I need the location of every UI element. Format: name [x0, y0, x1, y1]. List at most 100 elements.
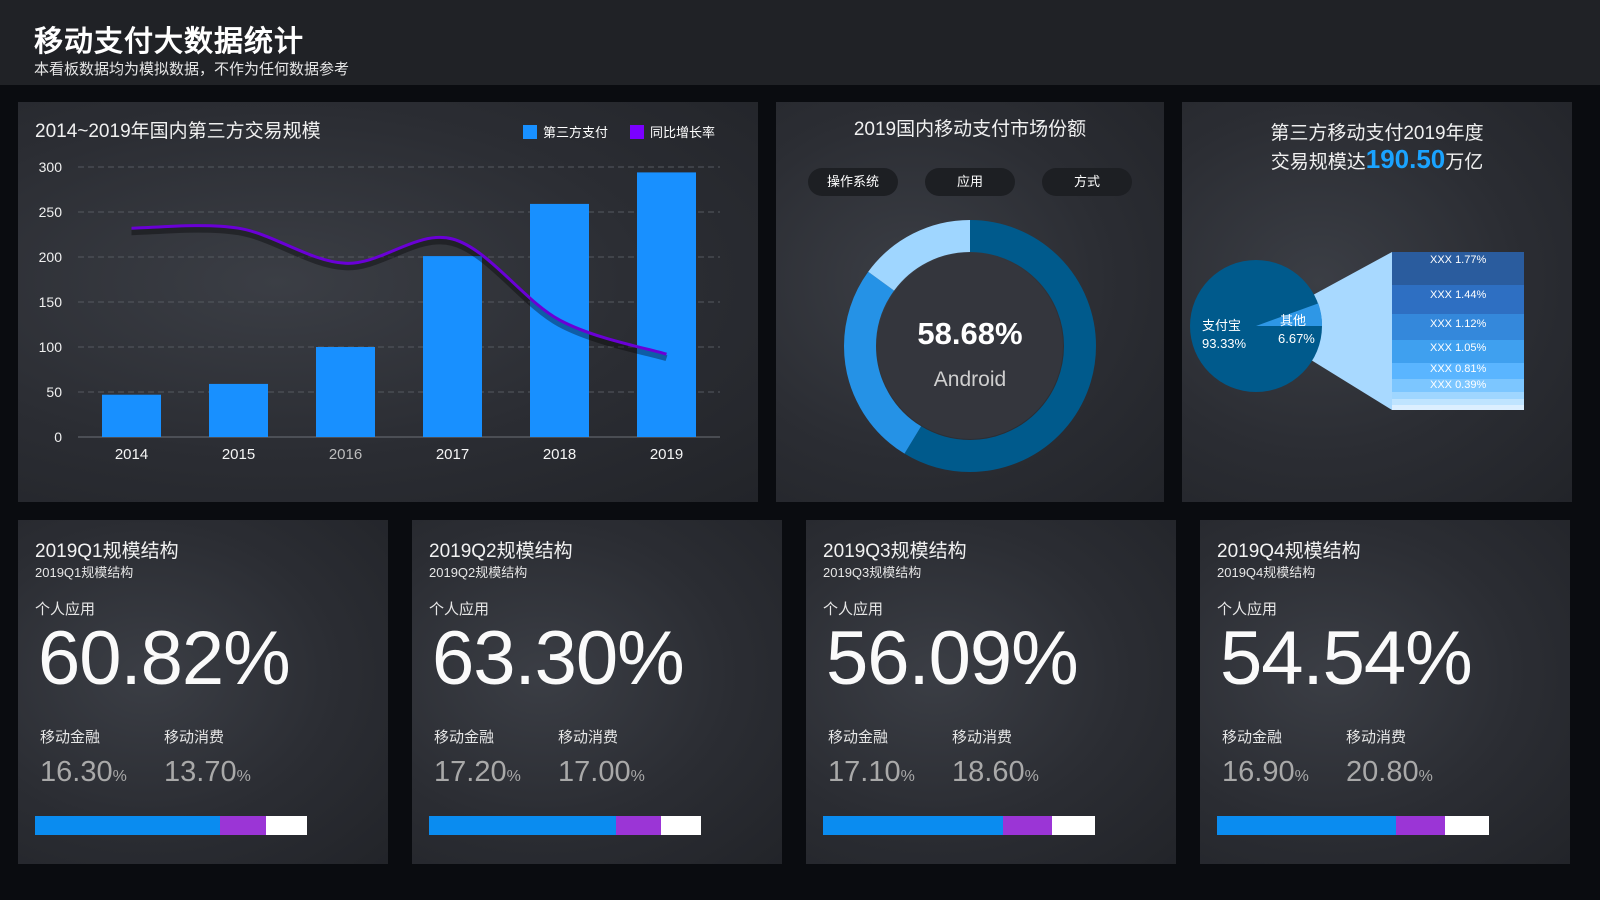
consume-share-seg [266, 816, 307, 835]
growth-line-shadow [131, 226, 668, 362]
finance-value-wrap: 17.20% [434, 756, 521, 789]
y-tick-label: 150 [39, 294, 63, 310]
quarter-card-q2: 2019Q2规模结构 2019Q2规模结构 个人应用 63.30% 移动金融 移… [412, 520, 782, 864]
connector-fan [1256, 252, 1392, 410]
bar-2014[interactable] [102, 394, 161, 437]
quarter-subtitle: 2019Q3规模结构 [823, 565, 922, 580]
quarter-title: 2019Q2规模结构 [429, 541, 573, 562]
finance-value-wrap: 16.30% [40, 756, 127, 789]
donut-slice-1[interactable] [844, 220, 1096, 472]
personal-share-seg [1217, 816, 1396, 835]
donut-center-value: 58.68% [917, 316, 1023, 351]
consume-share-seg [1052, 816, 1095, 835]
page-subtitle: 本看板数据均为模拟数据，不作为任何数据参考 [34, 61, 350, 78]
consume-label: 移动消费 [952, 729, 1013, 746]
x-tick-label: 2018 [543, 446, 576, 463]
finance-share-seg [615, 816, 662, 835]
x-tick-label: 2014 [115, 446, 148, 463]
bar-2017[interactable] [423, 256, 482, 437]
consume-share-seg [1445, 816, 1489, 835]
finance-unit: % [1294, 768, 1309, 785]
personal-label: 个人应用 [35, 601, 96, 618]
consume-unit: % [1418, 768, 1433, 785]
breakdown-label: XXX 0.81% [1430, 363, 1487, 375]
share-bar [1217, 816, 1489, 835]
quarter-subtitle: 2019Q1规模结构 [35, 565, 134, 580]
breakdown-seg [1392, 379, 1524, 392]
finance-value: 17.20 [434, 756, 507, 788]
share-bar [35, 816, 307, 835]
personal-share-seg [429, 816, 616, 835]
breakdown-label: XXX 1.12% [1430, 318, 1487, 330]
personal-value: 56.09% [826, 616, 1079, 701]
finance-unit: % [900, 768, 915, 785]
consume-label: 移动消费 [164, 729, 225, 746]
legend-swatch-line [630, 124, 644, 139]
consume-value-wrap: 20.80% [1346, 756, 1433, 789]
consume-unit: % [236, 768, 251, 785]
share-bar [823, 816, 1095, 835]
consume-value-wrap: 17.00% [558, 756, 645, 789]
trade-chart-title: 2014~2019年国内第三方交易规模 [35, 121, 321, 142]
legend-swatch-bar [523, 124, 537, 139]
bar-2016[interactable] [316, 347, 375, 437]
y-tick-label: 50 [46, 384, 62, 400]
personal-value: 60.82% [38, 616, 291, 701]
consume-value: 20.80 [1346, 756, 1419, 788]
trade-chart-svg: 0 50 100 150 200 250 300 2014 2015 2016 2017 2018 20… [39, 159, 720, 463]
consume-value-wrap: 18.60% [952, 756, 1039, 789]
pie-label-alipay-name: 支付宝 [1202, 318, 1242, 333]
tab-method[interactable]: 方式 [1042, 168, 1132, 196]
legend-item-bar[interactable]: 第三方支付 [523, 122, 608, 141]
personal-value: 54.54% [1220, 616, 1473, 701]
scale-title-suffix: 万亿 [1445, 152, 1484, 173]
quarter-subtitle: 2019Q2规模结构 [429, 565, 528, 580]
donut-center-label: Android [933, 368, 1007, 391]
finance-label: 移动金融 [828, 729, 889, 746]
x-tick-label: 2019 [650, 446, 683, 463]
bar-2019[interactable] [637, 172, 696, 437]
share-donut-svg [844, 220, 1096, 472]
finance-share-seg [1003, 816, 1053, 835]
y-tick-label: 200 [39, 249, 63, 265]
finance-label: 移动金融 [434, 729, 495, 746]
bar-2015[interactable] [209, 383, 268, 437]
pie-of-bar-svg [1190, 252, 1524, 410]
breakdown-seg [1392, 340, 1524, 363]
consume-label: 移动消费 [558, 729, 619, 746]
legend-label-line: 同比增长率 [650, 125, 716, 140]
donut-slice-2[interactable] [844, 220, 1096, 472]
tab-os[interactable]: 操作系统 [808, 168, 898, 196]
legend-item-line[interactable]: 同比增长率 [630, 122, 715, 141]
quarter-card-q4: 2019Q4规模结构 2019Q4规模结构 个人应用 54.54% 移动金融 移… [1200, 520, 1570, 864]
y-tick-label: 100 [39, 339, 63, 355]
page-title: 移动支付大数据统计 [34, 26, 305, 58]
finance-label: 移动金融 [1222, 729, 1283, 746]
consume-value: 18.60 [952, 756, 1025, 788]
consume-value: 13.70 [164, 756, 237, 788]
scale-total-value: 190.50 [1365, 144, 1446, 174]
breakdown-seg [1392, 405, 1524, 410]
personal-label: 个人应用 [823, 601, 884, 618]
personal-label: 个人应用 [429, 601, 490, 618]
scale-title-line2: 交易规模达190.50万亿 [1182, 144, 1572, 175]
tab-app[interactable]: 应用 [925, 168, 1015, 196]
breakdown-seg [1392, 392, 1524, 399]
pie-label-alipay-value: 93.33% [1202, 336, 1247, 351]
pie-label-alipay: 支付宝 93.33% [1202, 317, 1246, 353]
share-bar [429, 816, 701, 835]
x-tick-label: 2016 [329, 446, 362, 463]
share-chart-title: 2019国内移动支付市场份额 [853, 119, 1087, 140]
personal-share-seg [823, 816, 1004, 835]
finance-value: 16.90 [1222, 756, 1295, 788]
pie-label-other-name: 其他 [1280, 313, 1307, 328]
finance-share-seg [219, 816, 267, 835]
x-tick-label: 2017 [436, 446, 469, 463]
quarter-card-q3: 2019Q3规模结构 2019Q3规模结构 个人应用 56.09% 移动金融 移… [806, 520, 1176, 864]
finance-value: 17.10 [828, 756, 901, 788]
breakdown-label: XXX 0.39% [1430, 379, 1487, 391]
consume-unit: % [1024, 768, 1039, 785]
scale-title-line1: 第三方移动支付2019年度 [1270, 123, 1484, 144]
growth-rate-line[interactable] [131, 224, 667, 356]
finance-label: 移动金融 [40, 729, 101, 746]
